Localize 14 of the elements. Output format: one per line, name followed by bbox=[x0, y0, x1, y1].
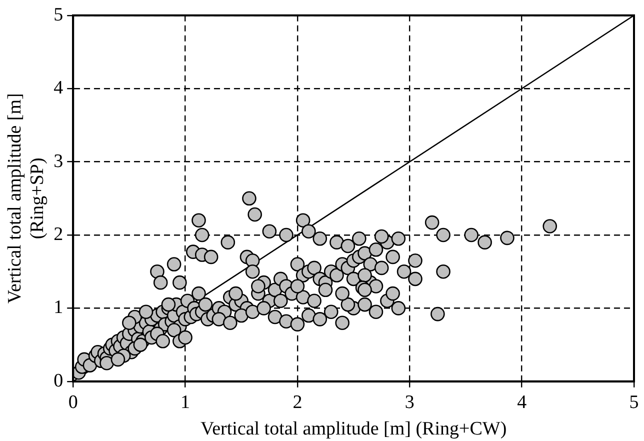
y-tick-label: 3 bbox=[54, 150, 64, 172]
y-tick-label: 4 bbox=[54, 78, 64, 99]
x-tick-label: 0 bbox=[68, 392, 78, 413]
y-axis-title: Vertical total amplitude [m] (Ring+SP) bbox=[4, 93, 48, 304]
y-tick-label: 0 bbox=[54, 370, 64, 392]
y-tick-label: 2 bbox=[54, 224, 64, 245]
x-tick-label: 3 bbox=[404, 392, 414, 413]
x-tick-label: 4 bbox=[517, 392, 528, 413]
x-tick-label: 1 bbox=[180, 392, 190, 413]
y-tick-label: 5 bbox=[54, 4, 64, 26]
x-axis-title: Vertical total amplitude [m] (Ring+CW) bbox=[200, 418, 507, 440]
x-tick-label: 5 bbox=[629, 392, 639, 413]
y-tick-label: 1 bbox=[54, 297, 64, 318]
x-tick-label: 2 bbox=[292, 392, 302, 413]
